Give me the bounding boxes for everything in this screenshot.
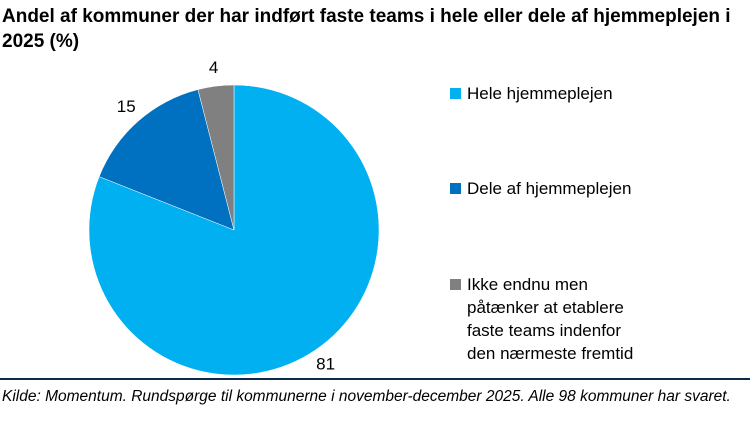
pie-slice [197, 84, 235, 231]
pie-slice [98, 89, 235, 231]
legend-item: Dele af hjemmeplejen [450, 177, 670, 200]
legend-label: Hele hjemmeplejen [467, 84, 613, 103]
legend-label: Ikke endnu men påtænker at etablere fast… [467, 275, 634, 363]
source-note: Kilde: Momentum. Rundspørge til kommuner… [2, 388, 731, 405]
data-label: 4 [209, 58, 218, 77]
legend-label: Dele af hjemmeplejen [467, 179, 632, 198]
legend-swatch [450, 279, 461, 290]
legend-swatch [450, 183, 461, 194]
legend-item: Hele hjemmeplejen [450, 82, 670, 105]
legend-swatch [450, 88, 461, 99]
rule [0, 378, 750, 380]
data-label: 15 [117, 97, 136, 116]
legend-item: Ikke endnu men påtænker at etablere fast… [450, 273, 670, 365]
chart-title: Andel af kommuner der har indført faste … [2, 6, 731, 52]
data-label: 81 [316, 354, 335, 373]
